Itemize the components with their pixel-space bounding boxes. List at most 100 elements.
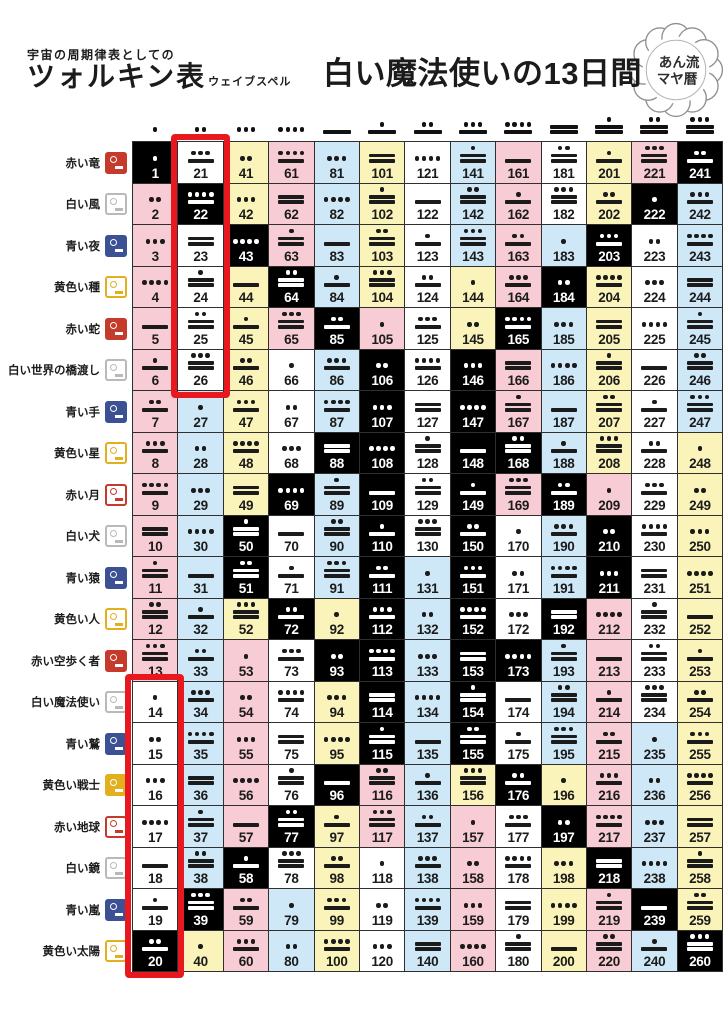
tone-7-glyph <box>323 856 350 868</box>
kin-cell-136: 136 <box>405 764 450 805</box>
tone-13-glyph <box>459 228 486 246</box>
tone-4-glyph <box>233 238 259 246</box>
kin-number: 234 <box>643 705 666 720</box>
tone-13-glyph <box>187 353 214 370</box>
kin-cell-203: 203 <box>586 225 632 266</box>
kin-cell-120: 120 <box>359 930 405 971</box>
kin-number: 93 <box>329 663 345 679</box>
kin-number: 215 <box>598 746 620 762</box>
kin-cell-215: 215 <box>586 723 632 764</box>
tone-8-glyph <box>369 607 396 619</box>
kin-cell-37: 37 <box>178 806 223 847</box>
kin-cell-67: 67 <box>269 391 314 432</box>
kin-number: 204 <box>598 290 620 305</box>
tone-header-5 <box>315 106 359 140</box>
tone-13-glyph <box>641 145 668 163</box>
tone-10-glyph <box>549 125 578 134</box>
kin-cell-195: 195 <box>541 723 586 764</box>
kin-number: 216 <box>598 788 620 803</box>
seal-label-row: 青い手 <box>0 391 130 433</box>
kin-number: 89 <box>329 497 345 513</box>
kin-number: 152 <box>462 622 484 637</box>
kin-number: 169 <box>507 497 530 513</box>
kin-cell-202: 202 <box>586 183 632 224</box>
kin-cell-60: 60 <box>223 930 269 971</box>
seal-label: 黄色い星 <box>54 448 100 461</box>
red-skywalker-icon <box>105 649 127 672</box>
kin-cell-206: 206 <box>586 349 632 390</box>
kin-cell-218: 218 <box>586 847 632 888</box>
kin-number: 88 <box>329 456 345 471</box>
kin-number: 107 <box>371 414 393 430</box>
tone-3-glyph <box>372 944 392 951</box>
kin-cell-18: 18 <box>133 847 178 888</box>
tone-6-glyph <box>323 814 350 827</box>
tone-5-glyph <box>414 739 441 744</box>
tone-4-glyph <box>459 944 486 951</box>
tone-3-glyph <box>145 238 165 246</box>
tone-9-glyph <box>459 607 486 619</box>
kin-cell-12: 12 <box>133 598 178 639</box>
kin-cell-209: 209 <box>586 474 632 515</box>
kin-cell-244: 244 <box>677 266 723 307</box>
tone-header-13 <box>678 106 722 140</box>
kin-number: 250 <box>689 539 711 554</box>
tone-8-glyph <box>414 856 441 868</box>
kin-number: 37 <box>193 829 208 845</box>
tone-11-glyph <box>187 270 214 287</box>
tone-header-9 <box>496 106 540 140</box>
kin-cell-11: 11 <box>133 557 178 598</box>
kin-number: 253 <box>689 663 711 679</box>
tone-6-glyph <box>368 122 397 134</box>
kin-number: 96 <box>329 788 345 803</box>
kin-cell-167: 167 <box>496 391 541 432</box>
tone-6-glyph <box>232 316 259 329</box>
tone-13-glyph <box>187 892 214 910</box>
tone-13-glyph <box>550 726 577 744</box>
kin-cell-180: 180 <box>496 930 541 971</box>
tone-3-glyph <box>645 280 664 287</box>
tone-7-glyph <box>459 524 486 536</box>
kin-cell-35: 35 <box>178 723 223 764</box>
kin-cell-196: 196 <box>541 764 586 805</box>
tone-8-glyph <box>232 399 259 412</box>
kin-cell-135: 135 <box>405 723 450 764</box>
kin-number: 161 <box>507 165 530 181</box>
tone-1-glyph <box>697 446 703 453</box>
tone-2-glyph <box>603 529 615 536</box>
tone-7-glyph <box>686 690 713 702</box>
tone-10-glyph <box>278 195 305 204</box>
tone-10-glyph <box>505 361 532 370</box>
kin-number: 34 <box>193 705 208 720</box>
tone-1-glyph <box>152 695 158 702</box>
kin-number: 195 <box>552 746 575 762</box>
kin-cell-6: 6 <box>133 349 178 390</box>
kin-number: 173 <box>507 663 530 679</box>
tone-10-glyph <box>414 942 441 951</box>
kin-number: 156 <box>462 788 484 803</box>
tone-12-glyph <box>369 228 396 246</box>
tone-6-glyph <box>323 275 350 287</box>
kin-number: 225 <box>643 331 666 347</box>
tone-7-glyph <box>323 316 350 329</box>
kin-number: 84 <box>329 290 345 305</box>
kin-cell-159: 159 <box>450 889 496 930</box>
red-earth-icon <box>105 815 127 838</box>
kin-number: 194 <box>552 705 575 720</box>
kin-number: 20 <box>147 954 163 969</box>
kin-cell-119: 119 <box>359 889 405 930</box>
kin-cell-126: 126 <box>405 349 450 390</box>
kin-number: 164 <box>507 290 530 305</box>
seal-label-row: 赤い竜 <box>0 142 130 184</box>
kin-number: 103 <box>371 248 393 264</box>
kin-number: 115 <box>371 746 393 762</box>
tone-11-glyph <box>278 228 305 246</box>
kin-number: 257 <box>689 829 711 845</box>
tone-11-glyph <box>505 394 532 412</box>
kin-cell-233: 233 <box>632 640 677 681</box>
seal-label-row: 黄色い星 <box>0 433 130 475</box>
white-wizard-icon <box>105 691 127 714</box>
kin-cell-25: 25 <box>178 308 223 349</box>
kin-cell-39: 39 <box>178 889 223 930</box>
kin-number: 245 <box>689 331 711 347</box>
